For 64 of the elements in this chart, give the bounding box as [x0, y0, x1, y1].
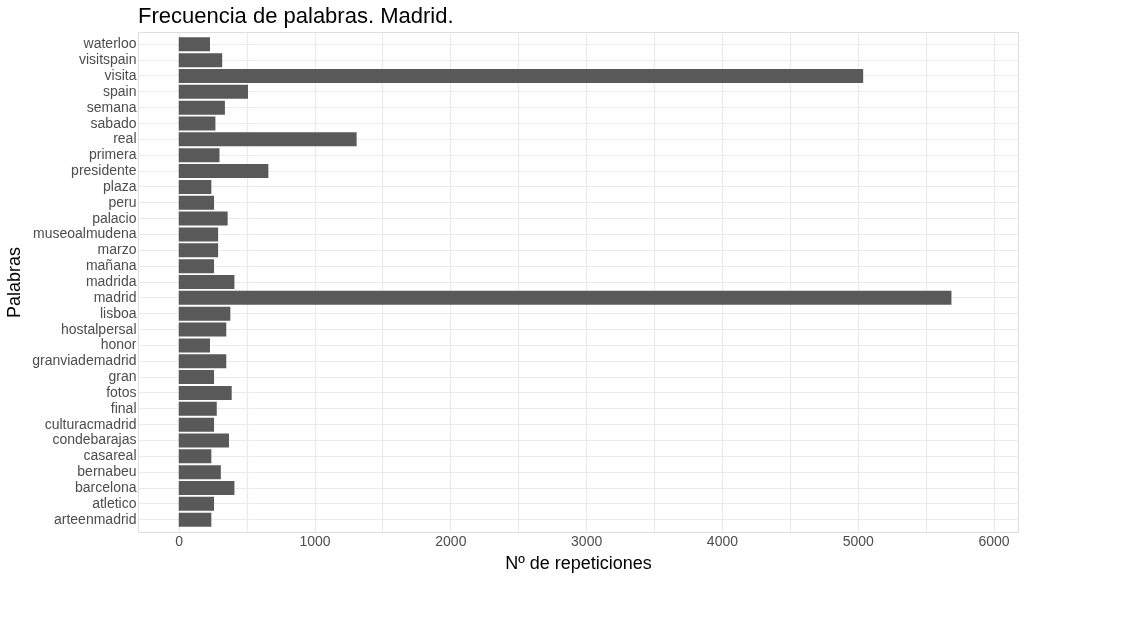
y-tick-label: palacio [92, 209, 137, 226]
y-tick-label: visitspain [78, 51, 137, 68]
y-tick-label: gran [108, 368, 137, 385]
bar [178, 179, 212, 194]
y-tick-label: culturacmadrid [44, 415, 137, 432]
bar [178, 496, 215, 511]
y-tick-label: museoalmudena [32, 225, 137, 242]
bar [178, 37, 210, 52]
y-tick-label: madrid [93, 288, 137, 305]
y-tick-label: peru [108, 193, 137, 210]
bar [178, 401, 217, 416]
x-axis-title: Nº de repeticiones [505, 552, 652, 573]
bar [178, 449, 212, 464]
bar [178, 53, 223, 68]
bar [178, 148, 220, 163]
chart-title: Frecuencia de palabras. Madrid. [138, 3, 454, 28]
bar [178, 275, 235, 289]
x-tick-label: 3000 [571, 532, 603, 549]
y-tick-label: atletico [92, 494, 137, 511]
y-tick-label: hostalpersal [61, 320, 137, 337]
bar [178, 68, 864, 83]
y-tick-label: madrida [85, 273, 137, 289]
y-tick-label: real [113, 130, 137, 147]
x-tick-label: 4000 [706, 532, 739, 549]
y-tick-label: casareal [83, 447, 137, 464]
y-tick-label: honor [100, 336, 137, 353]
bar [178, 481, 235, 496]
bar [178, 306, 231, 321]
bar [178, 100, 225, 115]
y-tick-label: final [110, 399, 137, 416]
y-tick-label: fotos [106, 383, 137, 400]
bar [178, 512, 212, 527]
y-tick-label: bernabeu [77, 463, 137, 480]
y-tick-label: presidente [71, 162, 137, 179]
bar [178, 354, 227, 369]
y-tick-label: granviademadrid [32, 352, 137, 369]
x-tick-label: 2000 [435, 532, 467, 549]
bar [178, 164, 269, 179]
y-tick-label: plaza [103, 177, 137, 194]
y-tick-label: spain [103, 82, 137, 99]
bar [178, 385, 232, 400]
bar [178, 195, 215, 210]
y-tick-label: lisboa [99, 304, 137, 321]
y-tick-label: primera [89, 146, 137, 163]
bar [178, 290, 952, 305]
bar [178, 370, 215, 385]
y-tick-label: visita [104, 66, 137, 83]
y-tick-label: sabado [90, 114, 137, 131]
bar [178, 84, 248, 99]
y-tick-label: condebarajas [52, 431, 137, 448]
y-tick-label: arteenmadrid [54, 510, 137, 527]
y-tick-label: marzo [97, 241, 137, 258]
x-tick-label: 0 [175, 532, 184, 549]
x-tick-label: 6000 [978, 532, 1010, 549]
y-axis-title: Palabras [4, 246, 25, 319]
x-tick-label: 1000 [299, 532, 331, 549]
x-tick-label: 5000 [842, 532, 875, 549]
y-tick-label: barcelona [75, 479, 137, 496]
bar [178, 465, 221, 480]
y-tick-label: mañana [85, 257, 137, 274]
bar [178, 259, 215, 274]
y-tick-label: waterloo [82, 35, 137, 52]
y-tick-label: semana [86, 98, 137, 115]
bar [178, 243, 219, 258]
